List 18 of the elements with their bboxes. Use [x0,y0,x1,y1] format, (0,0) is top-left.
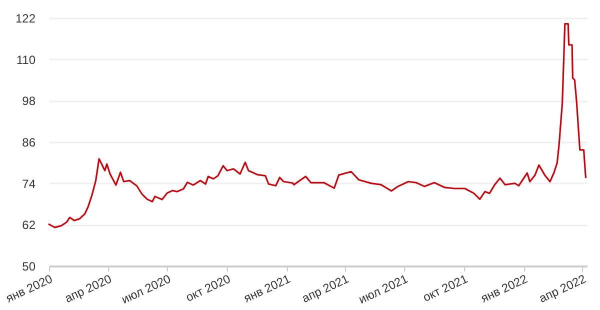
y-tick-label: 62 [22,218,36,232]
x-tick-label: янв 2020 [4,272,55,306]
x-tick-label: янв 2021 [242,272,293,306]
x-tick-label: окт 2021 [420,272,470,304]
x-tick-label: апр 2021 [300,272,352,306]
line-series [48,23,586,228]
x-tick-label: окт 2020 [184,272,233,304]
x-tick-label: июл 2021 [356,272,410,307]
y-tick-label: 122 [15,12,36,26]
x-tick-label: апр 2020 [62,272,114,306]
y-tick-label: 50 [22,260,36,274]
y-tick-label: 98 [22,94,36,108]
x-tick-label: янв 2022 [478,272,530,306]
y-tick-label: 74 [22,176,36,191]
y-tick-label: 110 [16,52,36,67]
x-tick-label: июл 2020 [119,272,174,307]
y-tick-label: 86 [22,136,36,150]
x-tick-label: апр 2022 [536,272,588,306]
